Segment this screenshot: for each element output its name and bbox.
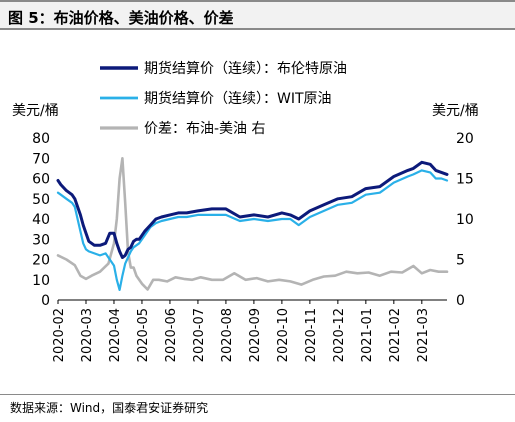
x-tick-label: 2020-10 — [276, 308, 291, 362]
right-tick-label: 10 — [456, 212, 474, 228]
left-tick-label: 10 — [32, 273, 50, 289]
x-tick-label: 2020-08 — [220, 308, 235, 362]
left-tick-label: 0 — [41, 293, 50, 309]
x-tick-label: 2020-06 — [164, 308, 179, 362]
x-tick-label: 2020-11 — [304, 308, 319, 362]
chart-axes: 0 10 20 30 40 50 60 70 80 0 5 10 15 20 2020-02 2020-03 2… — [32, 131, 474, 362]
figure-title-bar: 图 5：布油价格、美油价格、价差 — [0, 0, 515, 30]
left-tick-label: 70 — [32, 151, 50, 167]
x-tick-label: 2021-03 — [416, 308, 431, 362]
legend-label-0: 期货结算价（连续）：布伦特原油 — [144, 60, 347, 77]
left-tick-label: 20 — [32, 253, 50, 269]
x-tick-label: 2021-02 — [388, 308, 403, 362]
legend-label-1: 期货结算价（连续）：WIT原油 — [144, 90, 332, 107]
source-note: 数据来源：Wind，国泰君安证券研究 — [10, 401, 209, 415]
x-tick-label: 2021-01 — [360, 308, 375, 362]
x-tick-label: 2020-05 — [136, 308, 151, 362]
left-tick-label: 60 — [32, 172, 50, 188]
source-divider — [0, 394, 515, 395]
left-tick-label: 50 — [32, 192, 50, 208]
left-axis-label: 美元/桶 — [12, 103, 59, 119]
x-tick-label: 2020-07 — [192, 308, 207, 362]
series-line-1 — [56, 169, 449, 291]
x-tick-label: 2020-04 — [108, 308, 123, 362]
right-tick-label: 5 — [456, 253, 465, 269]
x-tick-label: 2020-03 — [80, 308, 95, 362]
x-tick-label: 2020-02 — [52, 308, 67, 362]
left-tick-label: 40 — [32, 212, 50, 228]
legend-label-2: 价差：布油-美油 右 — [144, 121, 266, 137]
figure-title: 图 5：布油价格、美油价格、价差 — [8, 9, 234, 27]
right-tick-label: 20 — [456, 131, 474, 147]
x-tick-label: 2020-12 — [332, 308, 347, 362]
right-tick-label: 15 — [456, 172, 474, 188]
chart-series — [56, 157, 449, 291]
x-tick-label: 2020-09 — [248, 308, 263, 362]
right-tick-label: 0 — [456, 293, 465, 309]
left-tick-label: 30 — [32, 232, 50, 248]
series-line-2 — [56, 157, 449, 291]
right-axis-label: 美元/桶 — [432, 103, 479, 119]
left-tick-label: 80 — [32, 131, 50, 147]
series-line-0 — [56, 160, 449, 259]
